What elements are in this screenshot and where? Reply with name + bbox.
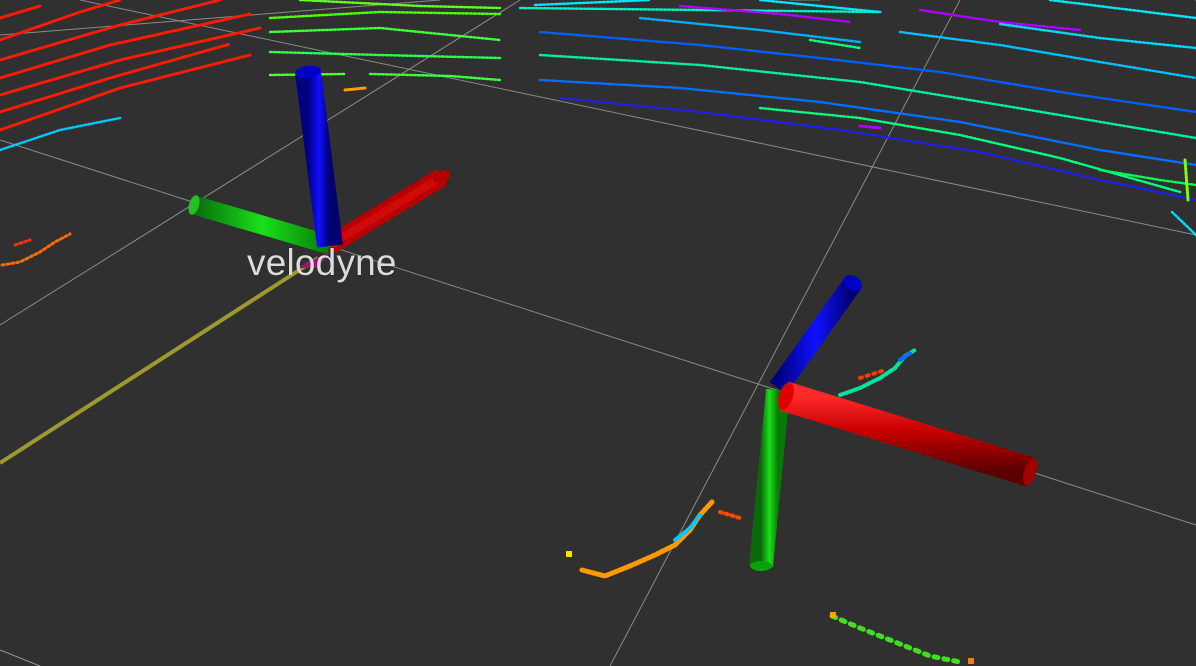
scan-ring bbox=[0, 4, 42, 20]
scan-ring bbox=[0, 53, 252, 132]
grid-line bbox=[0, 649, 41, 666]
link-arrow-head bbox=[296, 252, 330, 268]
x-axis bbox=[325, 168, 451, 254]
scan-ring bbox=[678, 4, 852, 24]
scan-ring bbox=[0, 12, 252, 80]
scan-cluster bbox=[13, 238, 32, 247]
grid-line bbox=[0, 0, 441, 36]
scan-ring bbox=[998, 22, 1196, 50]
scan-ring bbox=[538, 30, 1196, 114]
y-axis bbox=[749, 388, 790, 571]
scan-ring bbox=[0, 26, 262, 97]
point bbox=[566, 551, 572, 557]
scan-ring bbox=[298, 0, 502, 10]
scan-cluster bbox=[829, 613, 963, 665]
scan-ring bbox=[918, 8, 1082, 32]
point bbox=[830, 612, 836, 618]
scan-ring bbox=[858, 124, 882, 130]
scan-ring bbox=[898, 30, 1196, 80]
scan-ring bbox=[538, 78, 1196, 167]
z-axis bbox=[295, 65, 343, 248]
scan-ring bbox=[758, 0, 882, 14]
scan-ring bbox=[638, 16, 862, 44]
scan-ring bbox=[268, 50, 502, 60]
scan-ring bbox=[533, 0, 652, 7]
scan-ring bbox=[1170, 210, 1196, 237]
scan-ring bbox=[808, 38, 862, 50]
scan-ring bbox=[1098, 168, 1196, 187]
scan-ring bbox=[268, 10, 502, 20]
scan-ring bbox=[0, 0, 222, 62]
second-frame-axes bbox=[749, 274, 1038, 571]
scan-ring bbox=[1048, 0, 1196, 20]
scan-cluster bbox=[898, 350, 914, 362]
scan-ring bbox=[518, 6, 882, 14]
tf-link-line bbox=[0, 256, 320, 465]
scan-ring bbox=[368, 72, 502, 82]
y-axis bbox=[188, 195, 333, 255]
scan-cluster bbox=[579, 499, 715, 579]
scan-ring bbox=[0, 0, 122, 42]
scan-cluster bbox=[0, 232, 72, 267]
scan-ring bbox=[538, 53, 1196, 140]
scan-ring bbox=[0, 42, 232, 114]
scan-cluster bbox=[673, 513, 702, 542]
grid-line bbox=[0, 0, 521, 326]
scan-ring bbox=[1183, 158, 1190, 202]
z-axis bbox=[769, 274, 863, 394]
grid-line bbox=[79, 0, 1196, 236]
scan-cluster bbox=[858, 368, 887, 380]
scan-cluster bbox=[718, 510, 742, 520]
grid-line bbox=[609, 0, 961, 666]
scan-ring bbox=[0, 116, 122, 152]
velodyne-frame-axes bbox=[188, 65, 451, 268]
velodyne-frame-label: velodyne bbox=[247, 242, 397, 283]
x-axis bbox=[778, 381, 1038, 487]
scan-ring bbox=[343, 86, 367, 92]
scan-ring bbox=[558, 96, 1196, 202]
point bbox=[968, 658, 974, 664]
scan-ring bbox=[268, 26, 502, 42]
